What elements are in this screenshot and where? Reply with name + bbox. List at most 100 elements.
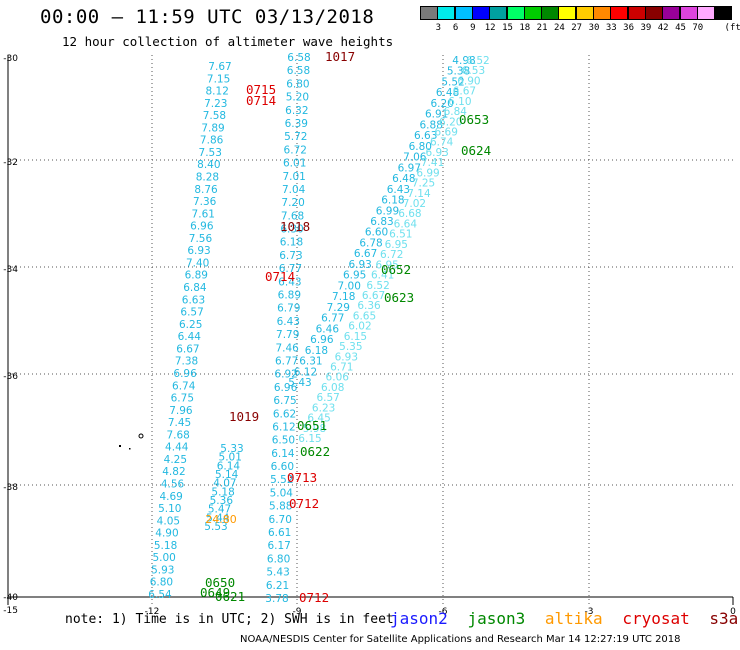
swh-value: 6.51 [389,229,412,241]
swh-value: 5.36 [210,495,234,507]
altimeter-tracks: 7.677.158.127.237.587.897.867.538.408.28… [148,52,489,605]
swh-value: 6.39 [285,118,308,130]
swh-value: 5.04 [270,487,294,499]
scale-label: 9 [470,23,476,33]
swh-value: 7.23 [204,98,227,110]
scale-swatch [437,6,456,20]
page-subtitle: 12 hour collection of altimeter wave hei… [62,34,394,49]
lon-label-0: 0 [730,607,736,617]
scale-label: 36 [623,23,635,33]
scale-swatch [541,6,560,20]
legend-s3a: s3a [709,609,739,628]
swh-value: 6.73 [279,250,302,262]
swh-value: 6.43 [387,184,410,196]
swh-value: 6.62 [273,408,296,420]
swh-value: 6.36 [357,300,381,312]
swh-value: 5.18 [154,540,177,552]
scale-label: 15 [502,23,513,33]
scale-swatch [644,6,663,20]
map-frame [7,55,734,605]
swh-value: 6.58 [287,65,310,77]
swh-value: 6.99 [416,167,439,179]
swh-value: 7.40 [186,257,209,269]
swh-value: 5.38 [447,66,470,78]
scale-swatch [627,6,646,20]
scale-swatch [523,6,542,20]
swh-value: 5.88 [269,501,292,513]
satellite-legend: jason2 jason3 altika cryosat s3a [390,609,740,628]
swh-value: 6.96 [310,334,334,346]
swh-value: 6.75 [273,395,296,407]
swh-value: 5.43 [288,377,311,389]
time-label-cryosat: 0715 [246,82,276,97]
legend-jason3: jason3 [467,609,526,628]
swh-value: 7.38 [175,356,198,368]
scale-label: 30 [588,23,600,33]
scale-label: 12 [484,23,496,33]
swh-value: 7.20 [281,197,304,209]
swh-value: 6.65 [353,310,376,322]
swh-value: 6.83 [370,216,393,228]
lon-label-12: -12 [145,607,160,617]
swh-value: 6.15 [298,433,321,445]
swh-value: 5.20 [286,92,309,104]
swh-value: 6.41 [371,270,394,282]
swh-value: 5.53 [204,521,227,533]
scale-swatch [662,6,681,20]
swh-value: 6.57 [180,307,203,319]
scale-label: 45 [675,23,686,33]
swh-value: 7.00 [338,280,361,292]
islands [119,433,144,450]
swh-value: 4.05 [157,515,180,527]
scale-label: 3 [435,23,442,33]
lat-label-34: -34 [3,265,18,275]
swh-value: 8.28 [196,172,219,184]
swh-value: 7.86 [200,135,224,147]
lat-label-38: -38 [3,483,18,493]
scale-label: 70 [692,23,704,33]
swh-value: 6.67 [362,290,385,302]
swh-value: 6.10 [448,96,471,108]
time-label-jason3: 0624 [461,143,491,158]
time-label-s3a: 1018 [280,219,310,234]
swh-value: 6.99 [376,205,399,217]
swh-value: 6.17 [267,540,290,552]
scale-swatch [489,6,508,20]
swh-value: 8.40 [197,159,220,171]
swh-value: 6.48 [436,87,459,99]
swh-value: 7.18 [332,291,355,303]
swh-value: 7.45 [168,417,191,429]
swh-value: 4.69 [159,491,182,503]
lat-label-corner: -15 [3,606,18,616]
swh-value: 6.77 [321,313,344,325]
scale-label: 39 [640,23,652,33]
scale-label: 21 [536,23,548,33]
swh-value: 6.43 [278,276,301,288]
swh-value: 4.07 [213,478,236,490]
swh-value: 7.25 [412,178,435,190]
swh-value: 6.70 [269,514,292,526]
swh-value: 6.84 [183,282,207,294]
scale-label: 24 [553,23,565,33]
swh-value: 5.14 [215,469,239,481]
scale-swatch [593,6,611,20]
swh-value: 4.44 [165,442,189,454]
swh-value: 6.72 [284,144,307,156]
swh-value: 6.14 [217,460,241,472]
swh-value: 5.00 [152,552,175,564]
swh-value: 5.72 [284,131,307,143]
swh-value: 5.98 [303,423,326,435]
swh-value: 6.30 [280,224,303,236]
island [119,445,121,447]
swh-value: 6.80 [267,553,290,565]
swh-value: 6.80 [409,141,432,153]
swh-value: 6.18 [305,345,328,357]
time-label-jason3: 0649 [200,585,230,600]
swh-value: 6.78 [359,237,382,249]
time-label-cryosat: 0714 [246,93,276,108]
scale-unit: (ft) [724,23,740,33]
swh-value: 7.46 [275,342,299,354]
swh-value: 7.01 [282,171,305,183]
swh-value: 5.35 [339,341,362,353]
swh-value: 5.43 [266,567,289,579]
